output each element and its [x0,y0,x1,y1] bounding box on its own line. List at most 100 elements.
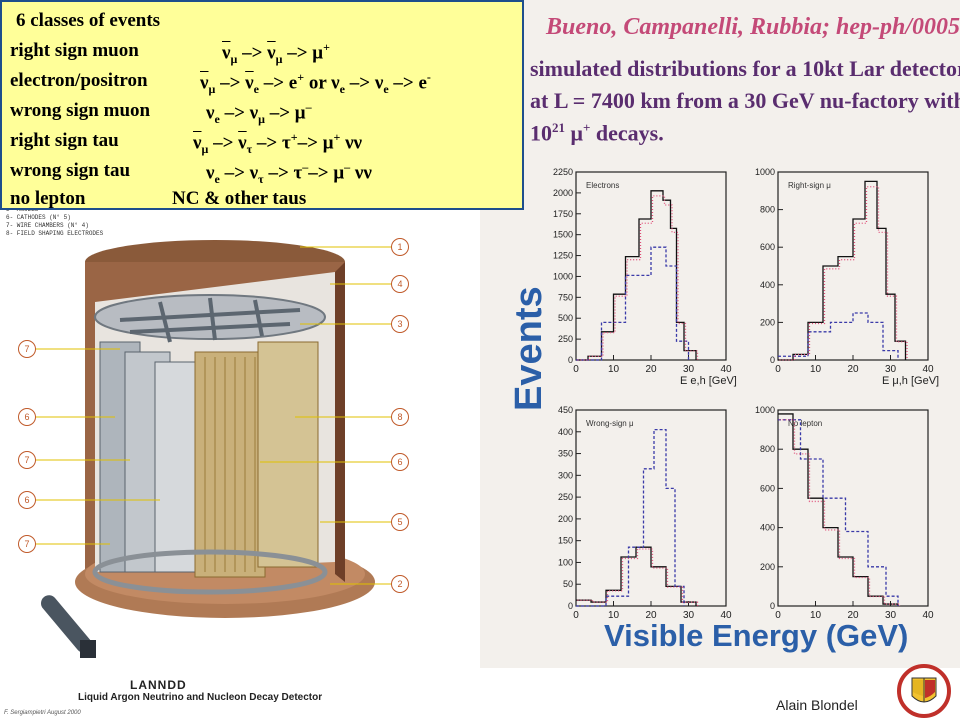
y-tick-label: 500 [558,313,573,323]
detector-illustration [0,202,460,720]
y-tick-label: 400 [760,280,775,290]
sim-line-2: at L = 7400 km from a 30 GeV nu-factory … [530,88,960,113]
row-reaction: νe –> νμ –> μ– [206,100,312,127]
x-tick-label: 40 [720,364,732,375]
row-label: electron/positron [10,70,148,91]
x-tick-label: 30 [885,610,897,620]
detector-legend-line: 6- CATHODES (N° 5) [6,214,71,221]
row-label: right sign tau [10,130,119,151]
row-desc: NC & other taus [172,188,307,209]
y-tick-label: 1250 [553,251,573,261]
x-tick-label: 20 [847,610,859,620]
histogram-solid [778,413,899,606]
row-reaction: νe –> ντ –> τ––> μ– νν [206,160,372,187]
y-tick-label: 0 [770,601,775,611]
y-tick-label: 250 [558,492,573,502]
detector-subtitle: Liquid Argon Neutrino and Nucleon Decay … [78,692,323,703]
row-label: right sign muon [10,40,139,61]
row-electron-positron: electron/positron νμ –> νe –> e+ or νe –… [10,70,431,96]
x-tick-label: 20 [847,364,859,375]
row-reaction: νμ –> ντ –> τ+–> μ+ νν [193,130,363,157]
x-tick-label: 30 [683,364,695,375]
y-tick-label: 200 [558,514,573,524]
y-tick-label: 200 [760,317,775,327]
detector-drawing [35,240,395,658]
histogram-dotted [577,548,699,606]
row-wrong-sign-muon: wrong sign muon νe –> νμ –> μ– [10,100,312,126]
x-tick-label: 40 [720,610,732,620]
geneva-crest-icon [897,664,951,718]
histogram-frame [575,409,727,607]
detector-legend-line: 7- WIRE CHAMBERS (N° 4) [6,222,89,229]
y-tick-label: 400 [760,523,775,533]
callout-1: 1 [391,238,409,256]
row-wrong-sign-tau: wrong sign tau νe –> ντ –> τ––> μ– νν [10,160,372,186]
sim-line-3: 1021 μ+ decays. [530,120,664,146]
panel-legend: Wrong-sign μ [586,419,634,428]
citation: Bueno, Campanelli, Rubbia; hep-ph/000500… [546,14,960,40]
callout-6: 6 [18,491,36,509]
box-heading: 6 classes of events [16,10,161,31]
sim-line-3-post: decays. [590,120,664,146]
y-tick-label: 50 [563,579,573,589]
detector-legend: 5- ANODES 6- CATHODES (N° 5) 7- WIRE CHA… [6,206,103,238]
y-tick-label: 1000 [553,271,573,281]
x-tick-label: 10 [810,610,822,620]
histogram-frame [777,171,929,361]
x-tick-label: 20 [645,364,657,375]
x-tick-label: 0 [573,364,579,375]
y-axis-label-text: Events [508,286,550,411]
detector-legend-line: 8- FIELD SHAPING ELECTRODES [6,230,104,237]
panel-legend: Electrons [586,181,619,190]
x-tick-label: 10 [608,364,620,375]
row-reaction: νμ –> νe –> e+ or νe –> νe –> e- [200,70,431,97]
x-tick-label: 30 [683,610,695,620]
y-tick-label: 800 [760,444,775,454]
row-label: wrong sign muon [10,100,151,121]
callout-7: 7 [18,340,36,358]
y-tick-label: 1500 [553,230,573,240]
y-tick-label: 800 [760,205,775,215]
panel-legend: Right-sign μ [788,181,831,190]
histogram-dotted [577,195,699,361]
x-tick-label: 10 [810,364,822,375]
y-tick-label: 450 [558,405,573,415]
x-tick-label: 0 [573,610,579,620]
row-right-sign-tau: right sign tau νμ –> ντ –> τ+–> μ+ νν [10,130,362,156]
callout-8: 8 [391,408,409,426]
plot-scan [480,0,960,668]
y-tick-label: 1000 [755,167,775,177]
histogram-solid [576,546,697,606]
y-tick-label: 1000 [755,405,775,415]
histogram-solid [778,180,907,361]
histogram-dotted [779,419,901,606]
histogram-solid [576,190,697,361]
callout-7: 7 [18,451,36,469]
callout-2: 2 [391,575,409,593]
callout-6: 6 [18,408,36,426]
x-tick-label: 40 [922,364,934,375]
x-axis-label: Visible Energy (GeV) [604,618,909,653]
y-tick-label: 0 [770,355,775,365]
row-reaction: νμ –> νμ –> μ+ [222,40,330,67]
y-tick-label: 200 [760,562,775,572]
sim-line-1: simulated distributions for a 10kt Lar d… [530,56,960,81]
y-tick-label: 350 [558,449,573,459]
panel-x-title: E μ,h [GeV] [882,375,939,387]
y-tick-label: 0 [568,601,573,611]
sim-line-3-mu-sup: + [582,120,591,135]
detector-title: LANNDD [130,678,187,692]
x-tick-label: 30 [885,364,897,375]
y-axis-label: Events [508,286,550,411]
x-tick-label: 0 [775,364,781,375]
callout-5: 5 [391,513,409,531]
x-tick-label: 0 [775,610,781,620]
panel-legend: No lepton [788,419,822,428]
y-tick-label: 2250 [553,167,573,177]
sim-line-3-sup: 21 [552,120,565,135]
row-label: wrong sign tau [10,160,131,181]
event-classes-box: 6 classes of events right sign muon νμ –… [0,0,524,210]
x-tick-label: 10 [608,610,620,620]
y-tick-label: 600 [760,483,775,493]
